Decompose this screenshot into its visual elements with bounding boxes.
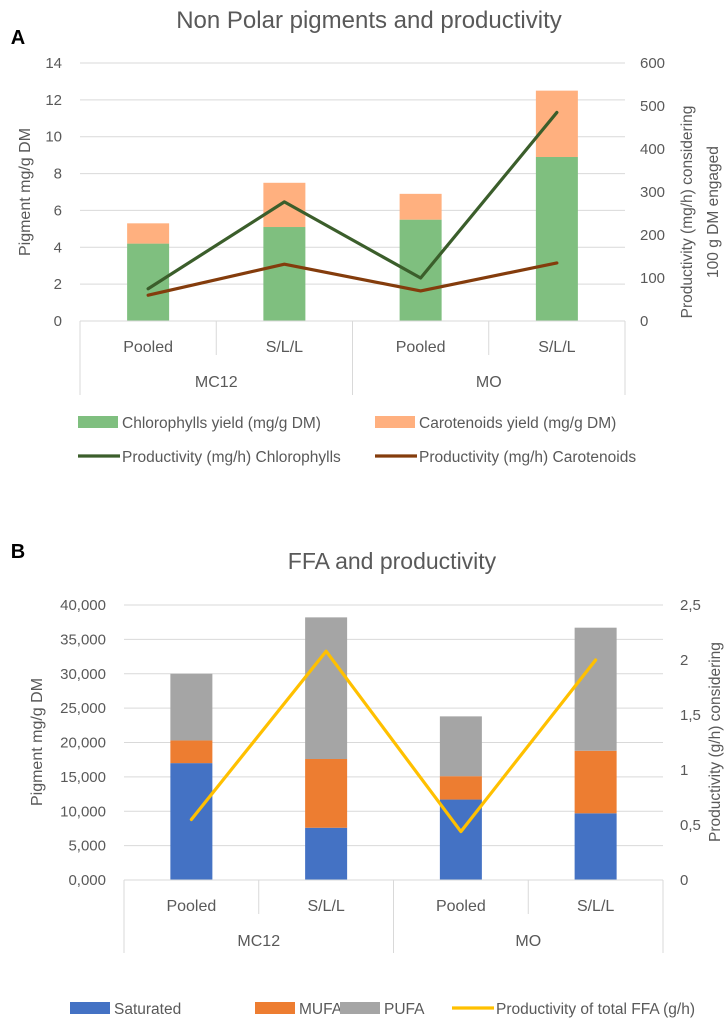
bar-segment-pufa [574,627,617,751]
chart-title: FFA and productivity [288,548,497,574]
y2-axis-title: 100 g DM engaged [705,146,722,278]
x-group-label: MC12 [195,374,238,391]
y-tick-label: 10,000 [60,803,106,820]
y2-tick-label: 2,5 [680,597,701,614]
y-tick-label: 35,000 [60,631,106,648]
bar-segment-saturated [305,827,348,880]
bar-segment-saturated [574,813,617,880]
bar-segment-pufa [305,617,348,759]
legend-swatch [255,1002,295,1014]
y-tick-label: 8 [54,166,62,183]
x-tick-label: Pooled [166,898,216,915]
x-tick-label: Pooled [436,898,486,915]
y2-tick-label: 0 [680,872,688,889]
y-axis-title: Pigment mg/g DM [17,128,34,256]
bar-segment-carotenoids-yield-mg-g-dm [263,182,306,228]
bar-segment-chlorophylls-yield-mg-g-dm [535,156,578,321]
y2-tick-label: 0 [640,313,648,330]
y2-tick-label: 1 [680,762,688,779]
legend-label: MUFA [299,1001,343,1018]
y-tick-label: 12 [45,92,62,109]
y2-tick-label: 100 [640,270,665,287]
bar-segment-chlorophylls-yield-mg-g-dm [263,227,306,321]
y2-axis-title: Productivity (g/h) considering [707,642,724,842]
y-tick-label: 40,000 [60,597,106,614]
bar-segment-pufa [170,673,213,741]
bar-segment-pufa [439,716,482,777]
y2-tick-label: 1,5 [680,707,701,724]
x-tick-label: S/L/L [307,898,344,915]
legend-label: Productivity (mg/h) Carotenoids [419,449,636,466]
legend-swatch [375,416,415,428]
legend-label: Productivity of total FFA (g/h) [496,1001,695,1018]
legend-label: Saturated [114,1001,181,1018]
y-tick-label: 10 [45,129,62,146]
y-tick-label: 20,000 [60,735,106,752]
legend-swatch [78,416,118,428]
y2-tick-label: 500 [640,98,665,115]
legend: Saturated MUFA PUFA Productivity of total F… [70,1001,695,1018]
y-tick-label: 6 [54,202,62,219]
y2-tick-label: 0,5 [680,817,701,834]
chart-title: Non Polar pigments and productivity [176,7,562,34]
y2-tick-label: 400 [640,141,665,158]
y2-tick-label: 200 [640,227,665,244]
bar-segment-saturated [170,763,213,880]
series-line-productivity-mg-h-carotenoids [146,261,559,297]
y-tick-label: 0 [54,313,62,330]
legend-swatch [70,1002,110,1014]
y2-axis-title: Productivity (mg/h) considering [679,106,696,319]
chart-panel-a: A Non Polar pigments and productivity 0 2 4 6… [11,7,722,466]
y-tick-label: 5,000 [68,838,106,855]
bar-segment-chlorophylls-yield-mg-g-dm [127,243,170,321]
series-line-productivity-of-total-ffa-g-h [189,649,598,834]
y-tick-label: 15,000 [60,769,106,786]
y2-tick-label: 600 [640,55,665,72]
y-tick-label: 4 [54,239,62,256]
x-group-label: MO [476,374,502,391]
x-tick-label: S/L/L [538,339,575,356]
legend-label: PUFA [384,1001,425,1018]
bar-segment-carotenoids-yield-mg-g-dm [399,193,442,220]
x-tick-label: Pooled [396,339,446,356]
legend-label: Chlorophylls yield (mg/g DM) [122,415,321,432]
legend-label: Carotenoids yield (mg/g DM) [419,415,616,432]
y2-tick-label: 300 [640,184,665,201]
y-tick-label: 30,000 [60,666,106,683]
bar-segment-mufa [305,759,348,828]
panel-label: A [11,27,25,49]
legend: Chlorophylls yield (mg/g DM) Carotenoids … [78,415,636,466]
y-tick-label: 25,000 [60,700,106,717]
x-tick-label: Pooled [123,339,173,356]
x-tick-label: S/L/L [577,898,614,915]
x-group-label: MO [515,933,541,950]
series-line-productivity-mg-h-chlorophylls [146,110,559,291]
y-tick-label: 0,000 [68,872,106,889]
y-axis-title: Pigment mg/g DM [29,678,46,806]
x-group-label: MC12 [237,933,280,950]
bar-segment-mufa [574,750,617,814]
y-tick-label: 2 [54,276,62,293]
legend-swatch [340,1002,380,1014]
chart-panel-b: B FFA and productivity 0,000 5,000 10,000 15,… [11,541,724,1018]
bar-segment-mufa [439,776,482,800]
panel-label: B [11,541,25,563]
y2-tick-label: 2 [680,652,688,669]
legend-label: Productivity (mg/h) Chlorophylls [122,449,341,466]
x-tick-label: S/L/L [266,339,303,356]
bar-segment-mufa [170,740,213,764]
y-tick-label: 14 [45,55,62,72]
bar-segment-carotenoids-yield-mg-g-dm [535,90,578,157]
bar-segment-carotenoids-yield-mg-g-dm [127,223,170,244]
